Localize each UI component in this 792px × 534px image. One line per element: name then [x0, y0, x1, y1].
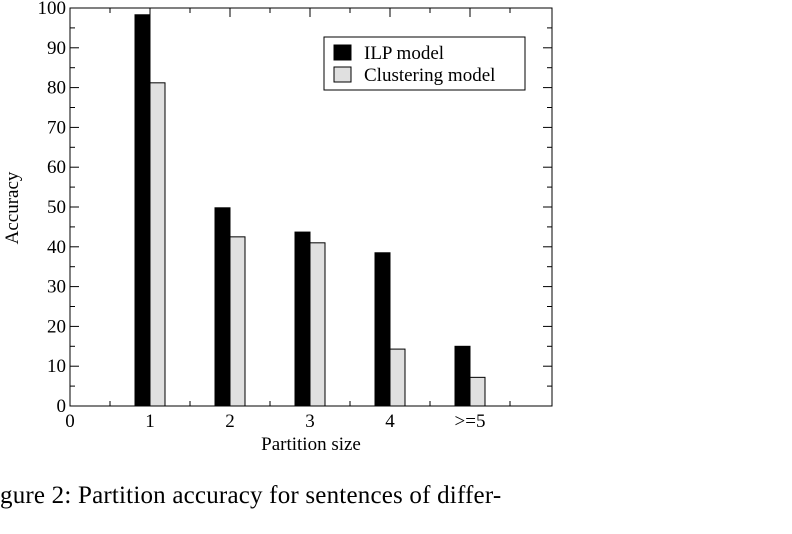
x-tick-label: 4: [385, 411, 395, 432]
x-tick-label: 3: [305, 411, 315, 432]
y-tick-label: 90: [47, 38, 66, 59]
legend-swatch-clustering: [333, 66, 352, 83]
legend-box: [323, 36, 526, 91]
legend-swatch-ilp: [333, 44, 352, 61]
x-tick-label: 0: [65, 411, 75, 432]
bar-ilp-1: [134, 14, 151, 407]
x-tick-labels: 0 1 2 3 4 >=5: [65, 411, 485, 432]
bar-clustering-5: [469, 376, 486, 407]
bar-clustering-4: [389, 348, 406, 407]
y-tick-label: 20: [47, 316, 66, 337]
y-tick-label: 40: [47, 237, 66, 258]
x-tick-label: 2: [225, 411, 235, 432]
y-tick-label: 80: [47, 78, 66, 99]
bar-ilp-2: [214, 207, 231, 407]
y-tick-label: 70: [47, 117, 66, 138]
x-tick-label: 1: [145, 411, 155, 432]
bar-ilp-4: [374, 252, 391, 407]
bar-clustering-3: [309, 242, 326, 407]
bars-layer: [134, 14, 486, 407]
y-tick-label: 50: [47, 197, 66, 218]
y-tick-label: 60: [47, 157, 66, 178]
y-tick-label: 0: [57, 396, 67, 417]
y-axis-title: Accuracy: [2, 171, 23, 244]
bar-ilp-3: [294, 231, 311, 407]
bar-clustering-2: [229, 236, 246, 407]
x-axis-title: Partition size: [261, 434, 361, 455]
legend-label-clustering: Clustering model: [364, 65, 495, 86]
y-tick-label: 30: [47, 277, 66, 298]
figure-caption: gure 2: Partition accuracy for sentences…: [0, 482, 502, 509]
bar-clustering-1: [149, 82, 166, 407]
legend-label-ilp: ILP model: [364, 43, 444, 64]
y-tick-label: 10: [47, 356, 66, 377]
x-tick-label: >=5: [455, 411, 486, 432]
bar-chart: 0 10 20 30 40 50 60 70 80 90 100 0 1 2 3 4 >=5 Partitio…: [2, 0, 553, 455]
y-tick-labels: 0 10 20 30 40 50 60 70 80 90 100: [38, 0, 67, 417]
bar-ilp-5: [454, 345, 471, 407]
y-tick-label: 100: [38, 0, 67, 19]
tick-marks: [69, 7, 552, 407]
